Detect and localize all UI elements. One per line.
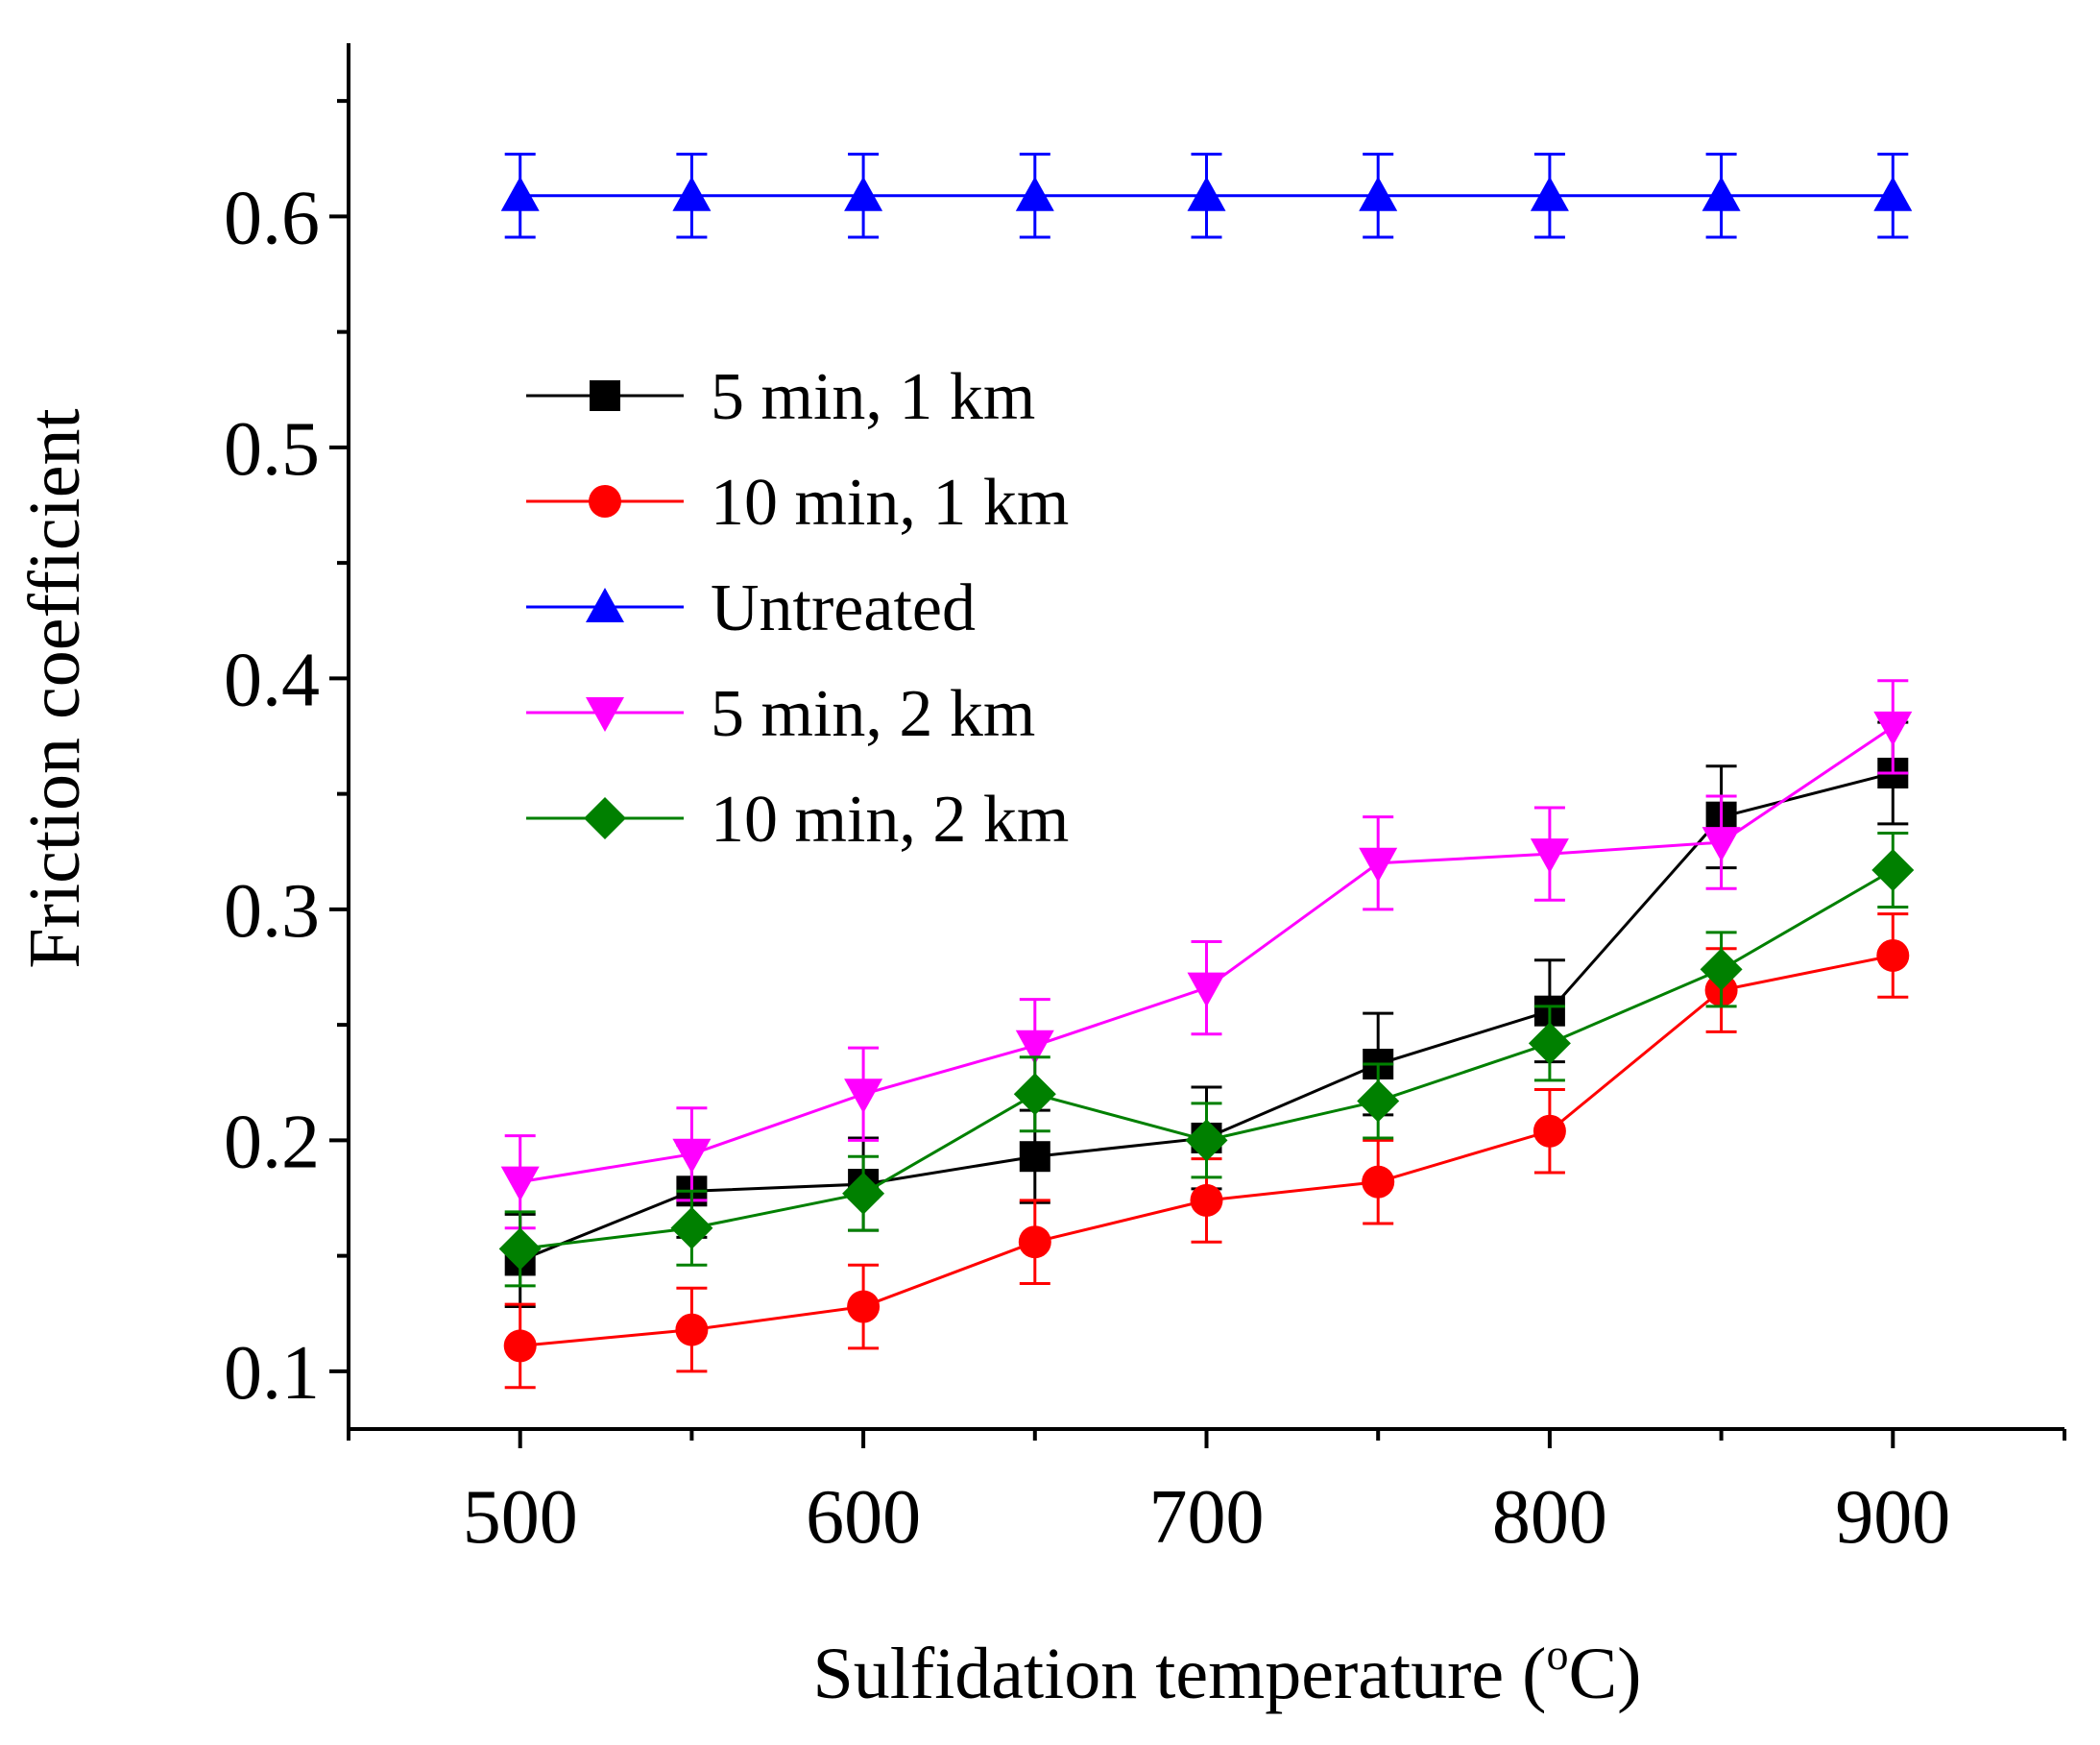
legend-label: 5 min, 2 km	[711, 677, 1035, 751]
data-point	[1871, 848, 1915, 891]
y-tick-label: 0.1	[224, 1331, 320, 1416]
x-tick-label: 900	[1835, 1475, 1950, 1560]
data-point	[1873, 711, 1913, 746]
legend-marker	[590, 380, 620, 411]
legend: 5 min, 1 km 10 min, 1 km Untreated 5 min, 2…	[526, 360, 1069, 857]
data-point	[1190, 1183, 1223, 1217]
data-point	[1015, 1030, 1054, 1065]
data-point	[1702, 827, 1741, 862]
x-tick-label: 700	[1149, 1475, 1265, 1560]
data-point	[1700, 948, 1743, 991]
data-point	[675, 1313, 709, 1346]
legend-item: 5 min, 2 km	[526, 677, 1035, 751]
data-point	[1359, 847, 1398, 883]
data-point	[1876, 938, 1910, 972]
y-tick-label: 0.4	[224, 638, 320, 722]
data-point	[503, 1329, 537, 1363]
data-point	[1187, 176, 1226, 211]
data-point	[1018, 1225, 1051, 1259]
x-tick-label: 800	[1492, 1475, 1607, 1560]
series-layer	[498, 152, 1915, 1390]
data-point	[500, 176, 540, 211]
x-tick-label: 600	[806, 1475, 921, 1560]
legend-marker	[584, 797, 626, 839]
y-axis-title: Friction coefficient	[14, 408, 95, 968]
data-point	[498, 1227, 542, 1271]
series-4	[498, 832, 1915, 1288]
legend-marker	[586, 588, 624, 622]
y-tick-label: 0.2	[224, 1100, 320, 1184]
data-point	[1187, 972, 1226, 1007]
legend-item: 10 min, 2 km	[526, 783, 1069, 857]
x-axis-title: Sulfidation temperature (oC)	[813, 1630, 1642, 1714]
data-point	[1357, 1079, 1400, 1123]
y-tick-label: 0.5	[224, 407, 320, 492]
x-tick-label: 500	[463, 1475, 578, 1560]
legend-label: 5 min, 1 km	[711, 360, 1035, 434]
data-point	[1530, 838, 1569, 874]
legend-marker	[586, 697, 624, 732]
data-point	[670, 1206, 713, 1249]
data-point	[672, 176, 712, 211]
y-tick-label: 0.6	[224, 176, 320, 260]
data-point	[672, 1138, 712, 1174]
data-point	[1019, 1141, 1050, 1173]
data-point	[1359, 176, 1398, 211]
legend-marker	[589, 485, 621, 518]
legend-item: 5 min, 1 km	[526, 360, 1035, 434]
data-point	[1362, 1165, 1395, 1199]
legend-label: 10 min, 2 km	[711, 783, 1069, 857]
legend-label: 10 min, 1 km	[711, 466, 1069, 540]
legend-item: 10 min, 1 km	[526, 466, 1069, 540]
data-point	[842, 1172, 885, 1215]
data-point	[1873, 176, 1913, 211]
data-point	[844, 1079, 883, 1114]
series-1	[503, 912, 1910, 1390]
data-point	[1530, 176, 1569, 211]
legend-label: Untreated	[711, 571, 976, 645]
data-point	[1533, 1114, 1566, 1148]
data-point	[500, 1166, 540, 1201]
series-3	[500, 679, 1913, 1230]
data-point	[847, 1290, 881, 1323]
data-point	[1702, 176, 1741, 211]
data-point	[1528, 1022, 1571, 1065]
legend-item: Untreated	[526, 571, 976, 645]
data-point	[844, 176, 883, 211]
data-point	[1015, 176, 1054, 211]
series-2	[500, 152, 1913, 239]
y-tick-label: 0.3	[224, 869, 320, 954]
axes: 500 600 700 800 900 0.1 0.2 0.3 0.4 0.5 0.6	[224, 43, 2066, 1560]
data-point	[1185, 1119, 1228, 1162]
data-point	[1013, 1073, 1056, 1116]
